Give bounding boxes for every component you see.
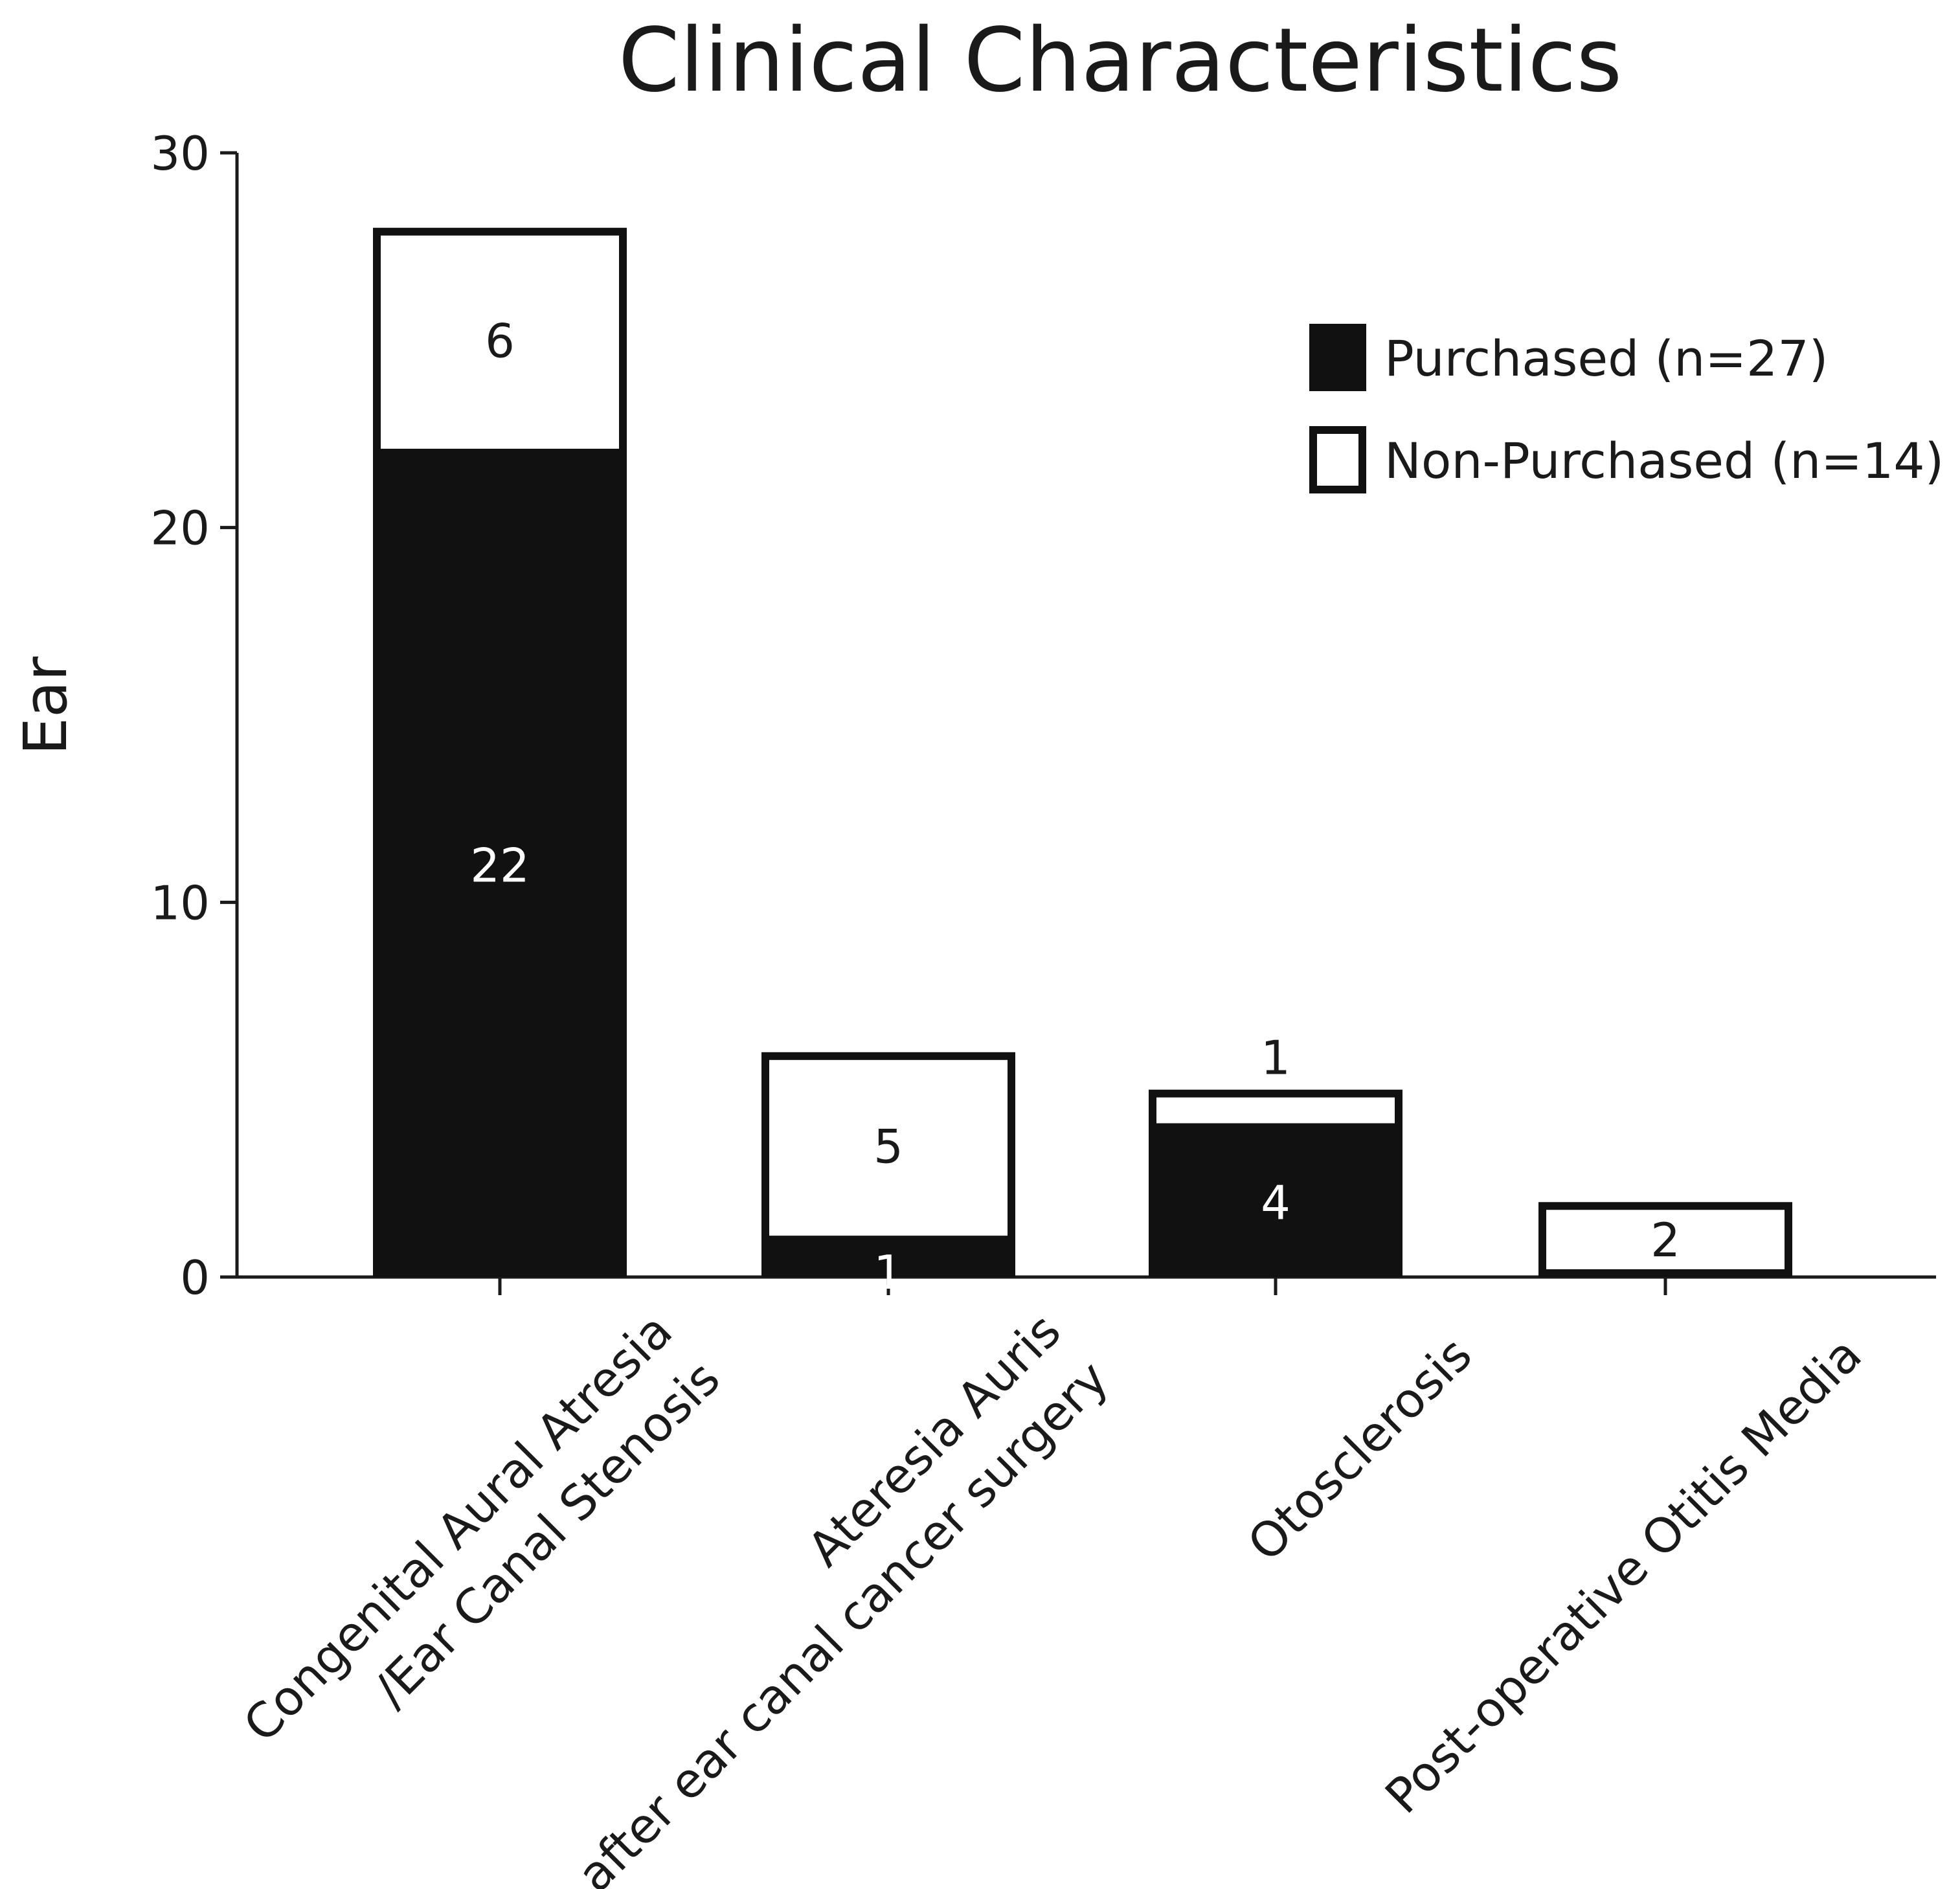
data-label-non-purchased: 1: [1261, 1031, 1290, 1085]
legend: Purchased (n=27) Non-Purchased (n=14): [1309, 324, 1944, 493]
data-label-non-purchased: 5: [873, 1119, 903, 1173]
y-tick-label: 30: [150, 126, 210, 181]
x-tick-label: Otosclerosis: [1237, 1327, 1483, 1572]
x-tick-label-line: Post-operative Otitis Media: [1375, 1327, 1872, 1824]
y-axis-label: Ear: [11, 657, 80, 756]
data-label-purchased: 4: [1261, 1175, 1290, 1230]
data-label-purchased: 22: [470, 838, 530, 892]
legend-purchased-swatch: [1309, 324, 1366, 391]
bar-non-purchased: [1149, 1089, 1402, 1131]
legend-purchased-label: Purchased (n=27): [1384, 330, 1828, 387]
y-tick-label: 10: [150, 876, 210, 930]
data-label-purchased: 1: [873, 1245, 903, 1300]
legend-non-purchased-swatch: [1309, 426, 1366, 493]
data-label-non-purchased: 6: [485, 313, 515, 368]
legend-non-purchased-label: Non-Purchased (n=14): [1384, 432, 1944, 490]
bar-non-purchased: [1538, 1202, 1792, 1278]
bar-non-purchased: [761, 1052, 1015, 1244]
x-tick-label: Congenital Aural Atresia/Ear Canal Steno…: [233, 1303, 730, 1753]
chart-title: Clinical Characteristics: [618, 10, 1622, 112]
bar-non-purchased: [373, 227, 627, 457]
bar-purchased: [761, 1239, 1015, 1277]
plot-area: 0 10 20 30 6 22 Congenital Aural Atresia/Ear C…: [150, 126, 1936, 1889]
y-tick-label: 0: [180, 1250, 210, 1305]
y-tick-label: 20: [150, 501, 210, 556]
x-tick-label: Post-operative Otitis Media: [1375, 1327, 1872, 1824]
x-tick-label-line: Otosclerosis: [1237, 1327, 1483, 1572]
data-label-non-purchased: 2: [1650, 1213, 1680, 1267]
x-tick-label-line: Congenital Aural Atresia: [233, 1303, 683, 1753]
bar-purchased: [1149, 1127, 1402, 1277]
bar-purchased: [373, 452, 627, 1277]
